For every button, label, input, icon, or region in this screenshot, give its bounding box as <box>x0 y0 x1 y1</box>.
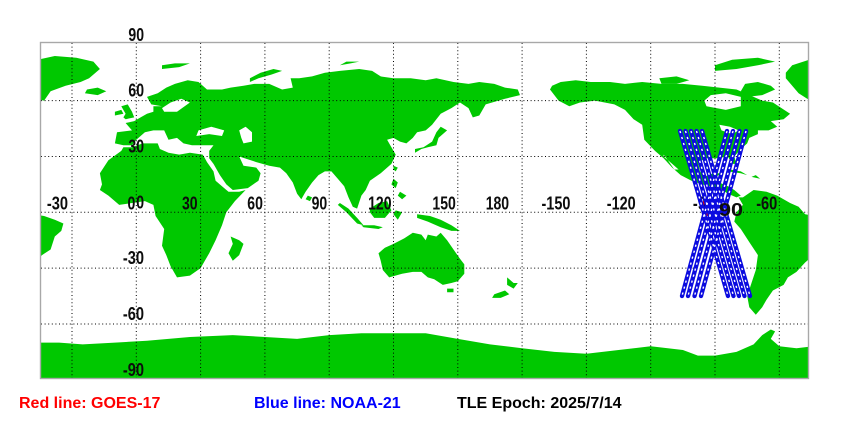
land-svalbard <box>162 63 190 69</box>
lon-label: -120 <box>607 194 636 214</box>
noaa21-track-dashes <box>695 130 746 297</box>
land-australia <box>378 232 465 285</box>
noaa21-track-dashes <box>690 130 740 297</box>
land-cuba <box>727 169 748 176</box>
land-tasmania <box>447 288 454 293</box>
noaa21-track-dashes <box>679 130 729 297</box>
lon-label: -30 <box>47 194 68 214</box>
lon-label: 120 <box>368 194 391 214</box>
lat-label: 60 <box>128 81 144 101</box>
land-new-zealand-south <box>492 290 510 298</box>
land-hispaniola <box>751 175 761 179</box>
lon-label: -60 <box>756 194 777 214</box>
land-japan <box>415 126 448 153</box>
land-group <box>41 56 808 378</box>
lat-label: -30 <box>123 248 144 268</box>
land-baffin-island <box>740 82 776 97</box>
land-madagascar <box>228 236 244 261</box>
land-philippines-luzon <box>391 178 398 189</box>
land-ireland <box>114 109 124 116</box>
water-caspian-sea <box>239 126 252 144</box>
noaa21-track-line <box>698 128 749 299</box>
legend-item-1: Blue line: NOAA-21 <box>254 395 401 412</box>
land-java <box>361 225 383 229</box>
noaa21-track-line <box>692 128 742 299</box>
land-north-america <box>550 80 791 198</box>
land-ellesmere <box>715 57 776 71</box>
land-eurasia <box>114 69 520 209</box>
water-black-sea <box>196 126 225 136</box>
lat-label: 30 <box>128 137 144 157</box>
lon-label: 150 <box>432 194 455 214</box>
land-sumatra <box>337 203 364 226</box>
land-sri-lanka <box>305 195 313 202</box>
lat-label: 0 <box>136 192 144 212</box>
land-new-zealand-north <box>507 277 518 289</box>
noaa21-track-dashes <box>684 130 735 297</box>
lon-label: 30 <box>182 194 198 214</box>
land-severnaya-zemlya <box>339 61 360 66</box>
track-marker-label: 90 <box>719 200 743 220</box>
legend-item-0: Red line: GOES-17 <box>19 395 161 412</box>
land-borneo <box>369 201 392 218</box>
lon-label: 90 <box>312 194 328 214</box>
land-sulawesi <box>393 210 403 220</box>
map-border <box>39 41 810 380</box>
land-uk <box>121 104 135 120</box>
lon-label: 180 <box>486 194 509 214</box>
lon-label: 0 <box>128 194 136 214</box>
water-baltic-sea <box>162 98 190 112</box>
land-victoria-island <box>659 76 690 84</box>
land-novaya-zemlya <box>249 69 283 82</box>
land-antarctica <box>41 329 808 378</box>
water-hudson-bay <box>704 93 741 110</box>
land-iceland <box>84 87 107 96</box>
lat-label: -60 <box>123 304 144 324</box>
legend: Red line: GOES-17 Blue line: NOAA-21 TLE… <box>0 395 850 417</box>
land-new-guinea <box>417 214 460 231</box>
lat-label: 90 <box>128 25 144 45</box>
lon-label: 60 <box>247 194 263 214</box>
land-philippines-mindanao <box>397 191 407 200</box>
tracks-group: 90 <box>677 128 753 299</box>
lon-label: -150 <box>542 194 571 214</box>
land-taiwan <box>393 165 398 172</box>
legend-item-2: TLE Epoch: 2025/7/14 <box>457 395 622 412</box>
noaa21-track-line <box>685 128 736 299</box>
noaa21-track-line <box>679 128 730 299</box>
noaa21-track-dashes <box>701 130 751 297</box>
lat-label: -90 <box>123 360 144 380</box>
